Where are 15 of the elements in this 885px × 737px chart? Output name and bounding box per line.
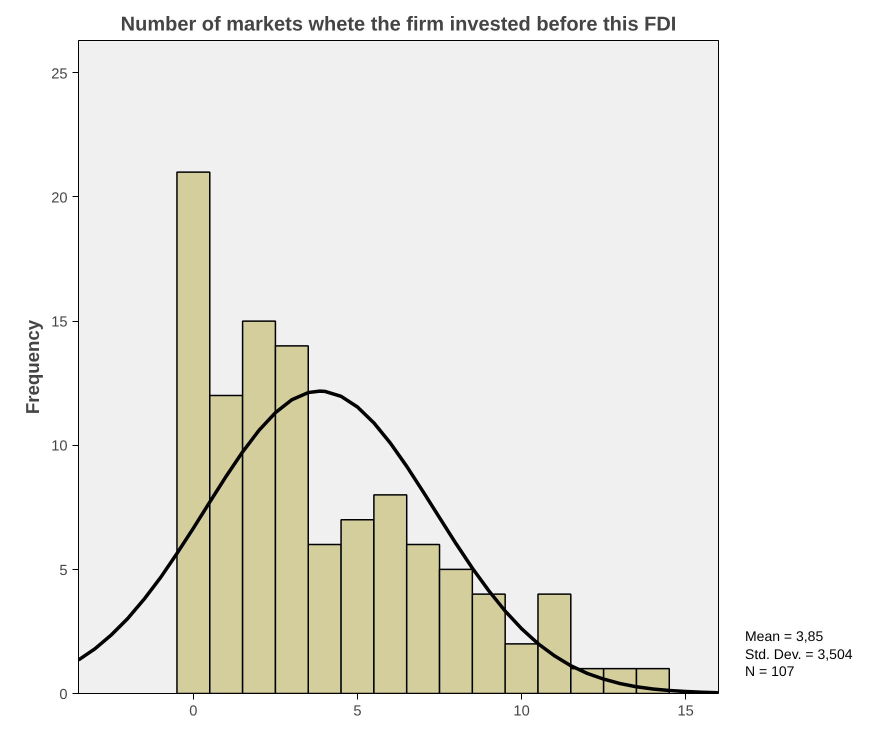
y-tick-label: 25: [51, 66, 68, 82]
y-tick-label: 0: [59, 687, 68, 703]
y-tick-label: 10: [51, 438, 68, 455]
y-tick-label: 20: [51, 190, 68, 206]
text: N = 107: [745, 663, 794, 679]
chart-title: Number of markets whete the firm invested before this FDI: [120, 14, 676, 36]
y-tick-label: 5: [59, 562, 68, 579]
text: Mean = 3,85: [745, 628, 824, 644]
x-tick-label: 5: [353, 704, 362, 720]
y-tick-label: 15: [51, 314, 68, 331]
y-axis-title: Frequency: [22, 319, 44, 414]
text: Std. Dev. = 3,504: [745, 646, 853, 662]
x-tick-label: 15: [678, 704, 694, 720]
x-tick-label: 10: [513, 704, 530, 720]
x-tick-label: 0: [189, 704, 198, 720]
